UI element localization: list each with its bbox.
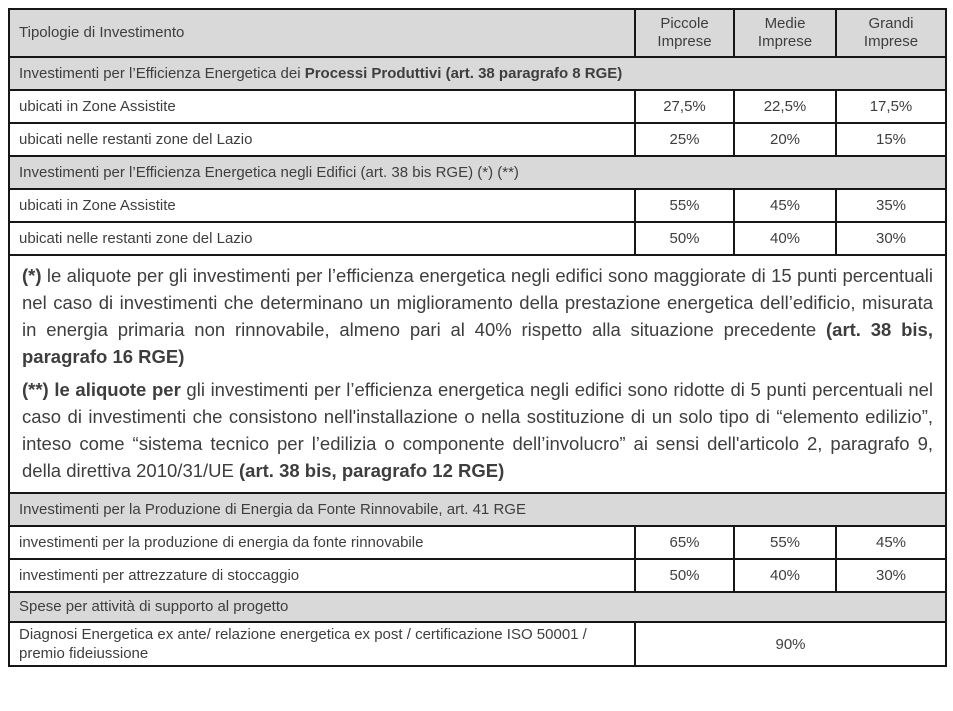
footnote-ref: (art. 38 bis, paragrafo 12 RGE): [239, 460, 505, 481]
value-merged: 90%: [634, 621, 947, 667]
footnote-double-asterisk: (**) le aliquote per gli investimenti pe…: [22, 376, 933, 484]
value-medie: 40%: [733, 558, 837, 593]
value-piccole: 65%: [634, 525, 735, 560]
section-title-regular: Investimenti per l’Efficienza Energetica…: [19, 64, 305, 82]
section-title: Investimenti per la Produzione di Energi…: [8, 492, 947, 527]
value-piccole: 27,5%: [634, 89, 735, 124]
row-label: Diagnosi Energetica ex ante/ relazione e…: [8, 621, 636, 667]
table-row: ubicati nelle restanti zone del Lazio 50…: [8, 221, 947, 256]
value-grandi: 17,5%: [835, 89, 947, 124]
section-header-spese-supporto: Spese per attività di supporto al proget…: [8, 591, 947, 623]
footnote-marker: (*): [22, 265, 42, 286]
header-medie-imprese: Medie Imprese: [733, 8, 837, 58]
value-piccole: 50%: [634, 221, 735, 256]
table-header-row: Tipologie di Investimento Piccole Impres…: [8, 8, 947, 58]
header-grandi-imprese: Grandi Imprese: [835, 8, 947, 58]
value-piccole: 25%: [634, 122, 735, 157]
section-header-efficienza-edifici: Investimenti per l’Efficienza Energetica…: [8, 155, 947, 190]
row-label: ubicati nelle restanti zone del Lazio: [8, 122, 636, 157]
value-medie: 55%: [733, 525, 837, 560]
section-header-fonte-rinnovabile: Investimenti per la Produzione di Energi…: [8, 492, 947, 527]
table-row: ubicati in Zone Assistite 55% 45% 35%: [8, 188, 947, 223]
row-label: ubicati in Zone Assistite: [8, 89, 636, 124]
section-title-bold: Processi Produttivi (art. 38 paragrafo 8…: [304, 64, 623, 82]
value-piccole: 50%: [634, 558, 735, 593]
header-tipologie-di-investimento: Tipologie di Investimento: [8, 8, 636, 58]
table-row: ubicati nelle restanti zone del Lazio 25…: [8, 122, 947, 157]
value-grandi: 35%: [835, 188, 947, 223]
value-medie: 45%: [733, 188, 837, 223]
value-grandi: 45%: [835, 525, 947, 560]
section-title: Spese per attività di supporto al proget…: [8, 591, 947, 623]
value-medie: 22,5%: [733, 89, 837, 124]
value-piccole: 55%: [634, 188, 735, 223]
footnote-body: le aliquote per gli investimenti per l’e…: [22, 265, 933, 340]
value-medie: 40%: [733, 221, 837, 256]
footnote-ref: (art. 38 bis, paragrafo 16 RGE): [22, 319, 933, 367]
footnotes-row: (*) le aliquote per gli investimenti per…: [8, 254, 947, 494]
footnote-body: gli investimenti per l’efficienza energe…: [22, 379, 934, 481]
value-grandi: 30%: [835, 558, 947, 593]
footnote-asterisk: (*) le aliquote per gli investimenti per…: [22, 262, 933, 370]
header-piccole-imprese: Piccole Imprese: [634, 8, 735, 58]
value-medie: 20%: [733, 122, 837, 157]
section-header-efficienza-processi: Investimenti per l’Efficienza Energetica…: [8, 56, 947, 91]
row-label: ubicati in Zone Assistite: [8, 188, 636, 223]
table-row: investimenti per la produzione di energi…: [8, 525, 947, 560]
footnote-marker: (**) le aliquote per: [22, 379, 187, 400]
table-row: Diagnosi Energetica ex ante/ relazione e…: [8, 621, 947, 667]
row-label: investimenti per la produzione di energi…: [8, 525, 636, 560]
investment-rates-table: Tipologie di Investimento Piccole Impres…: [8, 8, 947, 667]
table-row: investimenti per attrezzature di stoccag…: [8, 558, 947, 593]
value-grandi: 30%: [835, 221, 947, 256]
table-row: ubicati in Zone Assistite 27,5% 22,5% 17…: [8, 89, 947, 124]
section-title: Investimenti per l’Efficienza Energetica…: [8, 155, 947, 190]
row-label: ubicati nelle restanti zone del Lazio: [8, 221, 636, 256]
value-grandi: 15%: [835, 122, 947, 157]
row-label: investimenti per attrezzature di stoccag…: [8, 558, 636, 593]
